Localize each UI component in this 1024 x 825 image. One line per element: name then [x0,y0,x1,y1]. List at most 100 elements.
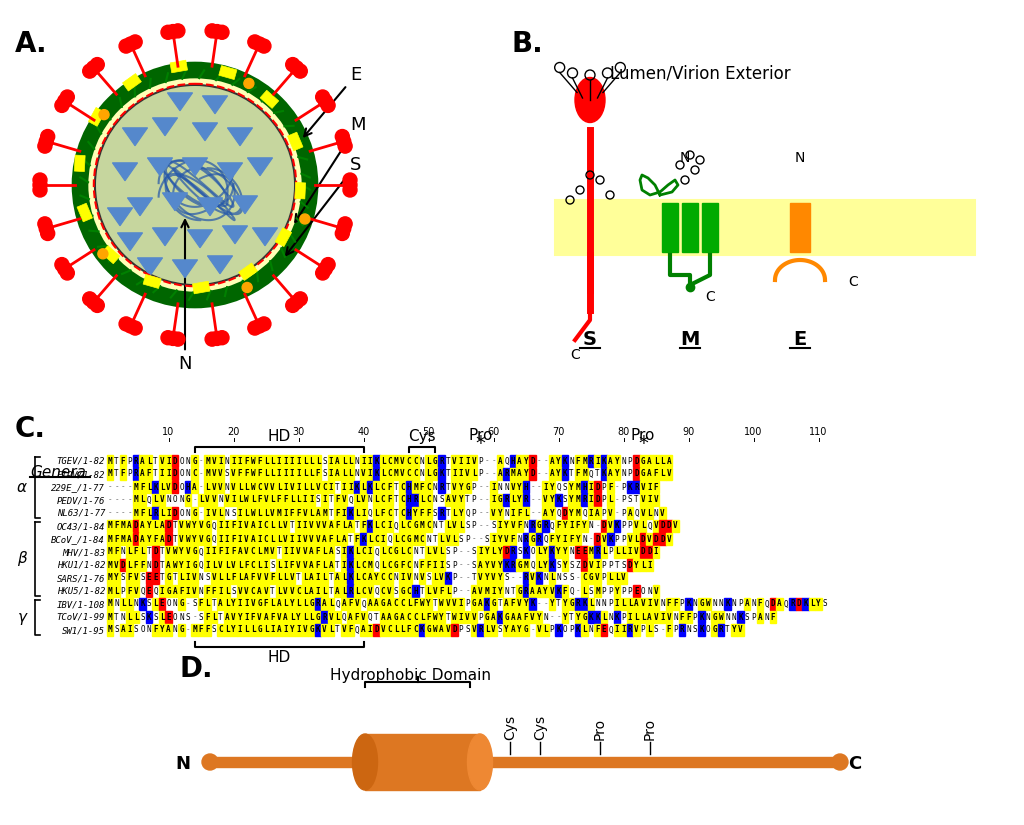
Text: C: C [361,573,366,582]
Bar [497,611,503,623]
Text: I: I [264,560,268,569]
Text: T: T [393,496,398,505]
Bar [133,468,139,480]
Text: R: R [134,469,138,478]
Text: M: M [108,469,113,478]
Text: N: N [393,573,398,582]
Bar [159,494,165,506]
Bar [399,572,406,584]
Bar [341,481,347,493]
Text: Q: Q [348,496,353,505]
Bar [607,494,613,506]
Text: V: V [653,521,658,530]
Text: R: R [439,508,443,517]
Bar [106,468,114,480]
Bar [114,585,120,597]
Text: L: L [257,508,262,517]
Bar [438,455,444,467]
Bar [159,611,165,623]
Text: V: V [160,456,164,465]
Circle shape [215,331,229,345]
Text: Hydrophobic Domain: Hydrophobic Domain [330,668,490,683]
Text: V: V [453,600,457,609]
Text: Q: Q [608,625,612,634]
Bar [165,585,172,597]
Text: I: I [628,548,632,557]
Circle shape [343,183,357,197]
Text: V: V [420,573,424,582]
Text: Z: Z [575,560,581,569]
Text: Y: Y [498,548,503,557]
Bar [159,455,165,467]
Text: Q: Q [335,600,340,609]
Bar [275,585,283,597]
Text: A: A [166,560,171,569]
Bar [178,533,184,545]
Bar [543,585,549,597]
Text: F: F [134,560,138,569]
Bar [555,546,562,558]
Text: A: A [628,508,632,517]
Text: L: L [140,496,144,505]
Text: C: C [407,548,412,557]
Text: N: N [179,496,184,505]
Bar [536,520,543,532]
Text: D: D [660,535,665,544]
Bar [776,598,782,610]
Text: P: P [622,496,626,505]
Text: M: M [108,535,113,544]
Bar [295,481,302,493]
Text: W: W [439,600,443,609]
Text: A: A [758,612,762,621]
Bar [555,520,562,532]
Bar [522,624,529,636]
Bar [269,494,275,506]
Polygon shape [187,230,213,247]
Text: N: N [706,612,711,621]
Text: -: - [614,483,620,492]
Text: G: G [484,612,489,621]
Bar [308,546,314,558]
Text: I: I [361,456,366,465]
Text: F: F [205,587,210,596]
Circle shape [293,292,307,306]
Text: L: L [329,600,334,609]
Bar [419,520,425,532]
Bar [184,572,191,584]
Bar [165,455,172,467]
Bar [198,598,204,610]
Bar [444,598,452,610]
Bar [250,624,256,636]
Text: A: A [251,535,255,544]
Text: L: L [453,508,457,517]
Text: Y: Y [414,508,418,517]
Text: F: F [414,600,418,609]
Bar [458,455,464,467]
Text: C: C [387,548,392,557]
Bar [283,546,289,558]
Bar [380,598,386,610]
Bar [582,624,588,636]
Bar [308,520,314,532]
Bar [432,624,438,636]
Bar [393,546,399,558]
Bar [588,598,594,610]
Text: S: S [562,483,567,492]
Text: A.: A. [15,30,48,58]
Text: L: L [374,496,379,505]
Text: V: V [115,560,119,569]
Bar [275,520,283,532]
Bar [153,559,159,571]
Text: Y: Y [296,612,301,621]
Text: -: - [465,548,470,557]
Text: -: - [511,573,515,582]
Text: W: W [251,483,255,492]
Text: N: N [420,456,424,465]
Bar [413,481,419,493]
Text: I: I [498,521,503,530]
Bar [438,598,444,610]
Circle shape [205,332,219,346]
Bar [601,533,607,545]
Text: T: T [154,456,158,465]
Bar [289,455,295,467]
